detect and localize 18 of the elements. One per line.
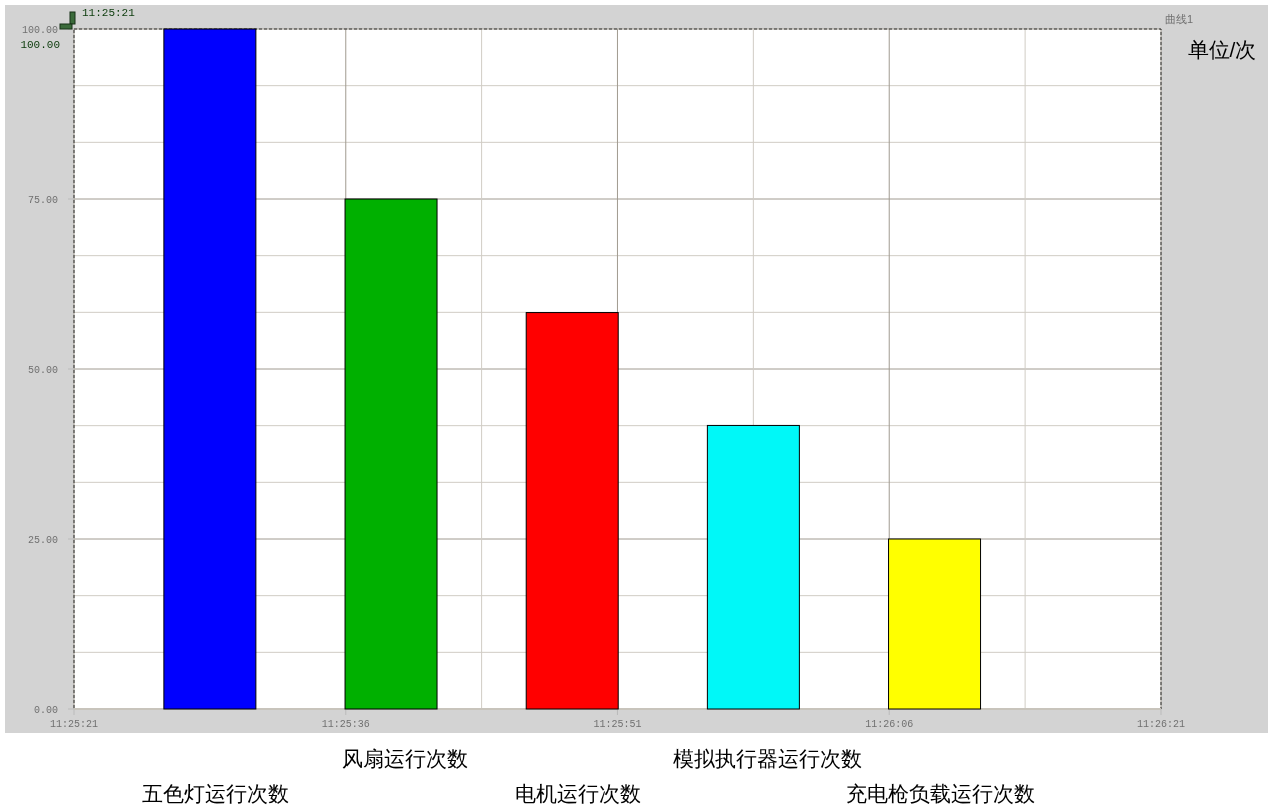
y-tick-label: 100.00: [21, 25, 58, 36]
y-tick-label: 50.00: [27, 365, 58, 376]
y-tick-label: 75.00: [27, 195, 58, 206]
x2-tick-label: 11:25:36: [321, 719, 370, 730]
x2-tick-label: 11:25:51: [593, 719, 642, 730]
x2-tick-label: 11:26:06: [865, 719, 914, 730]
x-tick-label: 模拟执行器运行次数: [672, 747, 862, 770]
text: 11:25:21: [82, 7, 136, 19]
x-tick-label: 五色灯运行次数: [142, 782, 290, 805]
x2-tick-label: 11:26:21: [1136, 719, 1186, 730]
y-axis-title: 单位/次: [1187, 38, 1257, 61]
x2-tick-label: 11:25:21: [49, 719, 99, 730]
x-tick-label: 风扇运行次数: [342, 747, 469, 770]
x-tick-label: 电机运行次数: [515, 782, 642, 805]
x-tick-label: 充电枪负载运行次数: [846, 782, 1036, 805]
y-tick-label: 25.00: [27, 535, 58, 546]
text: 曲线1: [1165, 13, 1194, 25]
y-tick-label: 0.00: [33, 705, 58, 716]
